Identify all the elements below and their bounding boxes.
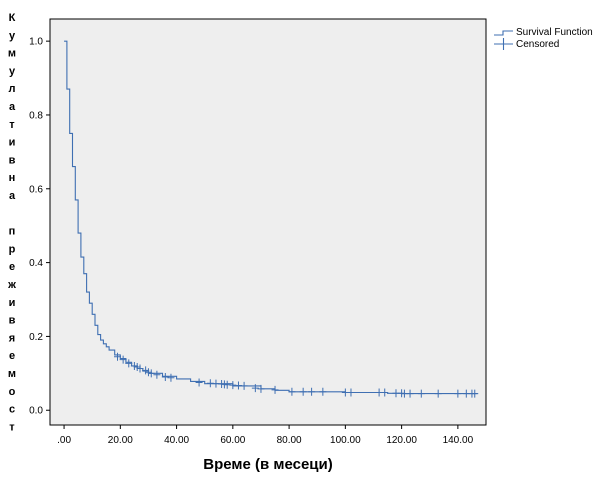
censored-marker <box>347 388 355 397</box>
y-axis-label-letter: т <box>9 421 15 433</box>
censored-marker <box>417 389 425 398</box>
y-axis-label-letter: м <box>8 368 16 380</box>
y-tick-label: 0.0 <box>29 406 43 417</box>
y-axis-label-letter: с <box>9 404 15 416</box>
y-tick-label: 0.6 <box>29 184 43 195</box>
censored-markers <box>114 352 479 398</box>
y-axis-label-letter: в <box>9 154 16 166</box>
y-axis-label-letter: и <box>9 137 16 149</box>
censored-marker <box>251 384 259 393</box>
x-tick-label: 100.00 <box>330 435 361 446</box>
y-axis-label-letter: у <box>9 65 16 77</box>
y-axis-label-letter: е <box>9 350 15 362</box>
censored-marker <box>147 369 155 378</box>
censored-marker <box>271 385 279 394</box>
censored-marker <box>240 381 248 390</box>
y-axis-label-letter: а <box>9 101 16 113</box>
censored-marker <box>153 370 161 379</box>
y-axis-label-letter: л <box>9 83 16 95</box>
x-tick-label: 140.00 <box>443 435 474 446</box>
y-axis-label-letter: м <box>8 48 16 60</box>
x-axis-label: Време (в месеци) <box>203 456 333 473</box>
x-axis-ticks: .00 20.00 40.00 60.00 80.00 100.00 120.00 140.0… <box>57 425 474 446</box>
censored-marker <box>299 387 307 396</box>
y-axis-ticks: 0.0 0.2 0.4 0.6 0.8 1.0 <box>29 37 50 417</box>
censored-marker <box>114 352 122 361</box>
y-tick-label: 0.8 <box>29 110 43 121</box>
legend-label-survival-function: Survival Function <box>516 27 593 38</box>
x-tick-label: 120.00 <box>386 435 417 446</box>
y-tick-label: 0.4 <box>29 258 43 269</box>
censored-marker <box>257 384 265 393</box>
y-axis-label-letter: я <box>9 332 15 344</box>
legend-item-censored: Censored <box>494 38 559 50</box>
censored-marker <box>125 359 133 368</box>
y-axis-label-letter: и <box>9 297 16 309</box>
censored-marker <box>195 378 203 387</box>
x-tick-label: 40.00 <box>164 435 189 446</box>
censored-marker <box>434 389 442 398</box>
censored-marker <box>308 387 316 396</box>
censored-marker <box>406 389 414 398</box>
legend-item-survival-function: Survival Function <box>494 27 593 38</box>
x-tick-label: 20.00 <box>108 435 133 446</box>
legend-label-censored: Censored <box>516 39 559 50</box>
y-axis-label-letter: н <box>9 172 16 184</box>
legend-censor-icon <box>494 38 513 50</box>
y-axis-label-letter: К <box>9 12 16 24</box>
censored-marker <box>136 364 144 373</box>
censored-marker <box>454 389 462 398</box>
x-tick-label: 60.00 <box>220 435 245 446</box>
censored-marker <box>161 373 169 382</box>
y-axis-label-letter: о <box>9 386 16 398</box>
y-axis-label-letter: е <box>9 261 15 273</box>
x-tick-label: .00 <box>57 435 71 446</box>
y-axis-label-letter: а <box>9 190 16 202</box>
y-tick-label: 1.0 <box>29 37 43 48</box>
censored-marker <box>119 355 127 364</box>
censored-marker <box>288 387 296 396</box>
censored-marker <box>471 389 479 398</box>
legend-step-icon <box>494 30 513 36</box>
censored-marker <box>319 387 327 396</box>
plot-area <box>49 18 487 426</box>
x-tick-label: 80.00 <box>277 435 302 446</box>
y-tick-label: 0.2 <box>29 332 43 343</box>
y-axis-label-letter: в <box>9 315 16 327</box>
y-axis-label-letter: у <box>9 30 16 42</box>
y-axis-label-letter: р <box>9 243 16 255</box>
legend: Survival Function Censored <box>494 27 593 50</box>
censored-marker <box>381 388 389 397</box>
y-axis-label-letter: ж <box>7 279 16 291</box>
y-axis-label-letter: п <box>9 226 16 238</box>
y-axis-label-letter: т <box>9 119 15 131</box>
censored-marker <box>167 373 175 382</box>
